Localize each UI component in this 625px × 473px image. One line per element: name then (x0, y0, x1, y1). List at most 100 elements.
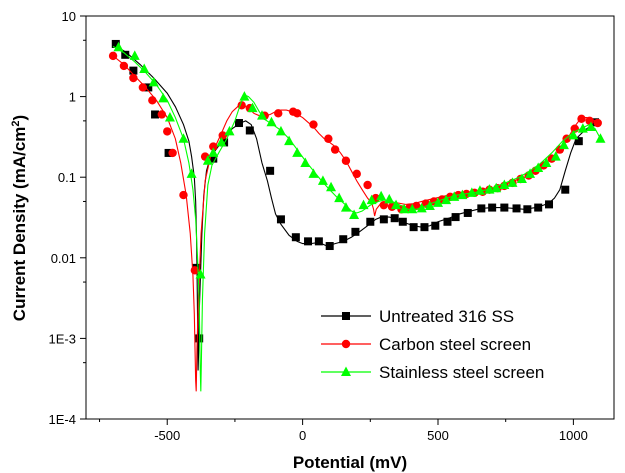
series-point (186, 168, 197, 178)
series-point (209, 154, 218, 163)
series-point (499, 179, 510, 190)
series-point (216, 136, 227, 147)
series-point (512, 204, 521, 213)
series-point (178, 133, 189, 143)
series-point (449, 191, 460, 201)
series-point (491, 182, 502, 193)
series-point (119, 61, 129, 71)
series-point (420, 223, 429, 232)
legend: Untreated 316 SS Carbon steel screen Stain… (321, 307, 544, 382)
series-point (376, 190, 387, 201)
series-point (276, 215, 285, 224)
series-point (208, 147, 219, 157)
series-point (477, 204, 486, 213)
series-point (585, 116, 594, 126)
series-point (391, 199, 402, 210)
series-point (545, 200, 554, 209)
series-layer (108, 39, 606, 392)
legend-item: Untreated 316 SS (321, 307, 514, 326)
series-point (568, 129, 579, 140)
series-point (409, 223, 418, 232)
series-point (443, 217, 452, 226)
series-point (384, 193, 395, 204)
series-point (209, 142, 218, 151)
series-point (113, 41, 124, 52)
series-point (245, 126, 254, 135)
x-tick-label: -500 (154, 428, 180, 443)
series-point (274, 109, 283, 118)
series-point (148, 76, 159, 87)
series-point (158, 92, 169, 103)
legend-label: Carbon steel screen (379, 335, 531, 354)
series-point (351, 227, 360, 236)
series-point (234, 119, 243, 128)
series-point (595, 133, 606, 143)
y-axis-title-close: ) (10, 115, 29, 121)
series-point (314, 237, 323, 246)
series-point (257, 110, 267, 120)
series-point (148, 96, 157, 105)
series-point (293, 109, 302, 118)
series-point (349, 209, 360, 219)
series-point (593, 118, 602, 128)
series-point (585, 121, 596, 131)
y-tick-label: 1E-4 (49, 412, 76, 427)
series-triangle (112, 41, 606, 392)
series-point (441, 194, 452, 205)
series-point (139, 63, 150, 74)
series-point (550, 151, 561, 161)
series-point (363, 180, 372, 190)
series-point (164, 112, 175, 122)
series-point (577, 114, 586, 124)
series-point (390, 214, 399, 223)
series-point (431, 221, 440, 230)
x-axis-title: Potential (mV) (293, 453, 407, 472)
y-axis-title-main: Current Density (mA/cm (10, 127, 29, 322)
series-point (330, 145, 340, 154)
series-point (534, 203, 543, 212)
x-tick-label: 500 (427, 428, 449, 443)
series-point (202, 155, 213, 165)
series-point (121, 50, 130, 59)
series-point (317, 175, 328, 185)
series-point (138, 83, 148, 92)
y-axis-ticks: 1E-4 1E-3 0.01 0.1 1 10 (49, 9, 86, 427)
legend-marker (342, 312, 350, 320)
x-tick-label: 1000 (559, 428, 588, 443)
series-point (284, 135, 295, 146)
series-point (398, 217, 407, 226)
series-point (352, 169, 361, 179)
series-point (190, 266, 200, 275)
series-point (129, 50, 140, 60)
plot-frame (85, 15, 615, 420)
legend-marker (341, 366, 351, 376)
y-tick-label: 0.1 (58, 170, 76, 185)
series-point (558, 139, 569, 150)
series-point (300, 157, 311, 168)
series-point (523, 205, 532, 214)
series-point (129, 73, 138, 83)
series-point (179, 190, 188, 200)
series-point (577, 123, 588, 133)
series-point (358, 199, 369, 210)
y-tick-label: 1 (69, 90, 76, 105)
series-point (507, 177, 518, 187)
series-point (541, 157, 552, 168)
series-point (466, 187, 477, 197)
series-point (561, 185, 570, 194)
x-tick-label: 0 (299, 428, 306, 443)
series-point (157, 110, 167, 119)
legend-item: Carbon steel screen (321, 335, 531, 354)
series-point (224, 125, 235, 136)
series-point (341, 156, 351, 165)
series-point (168, 148, 177, 158)
y-tick-label: 0.01 (51, 251, 76, 266)
x-axis-ticks: -500 0 500 1000 (99, 419, 588, 443)
series-point (275, 125, 286, 136)
series-point (533, 162, 544, 173)
series-point (366, 217, 375, 226)
series-point (366, 194, 377, 205)
series-point (340, 202, 351, 212)
series-point (474, 185, 485, 195)
